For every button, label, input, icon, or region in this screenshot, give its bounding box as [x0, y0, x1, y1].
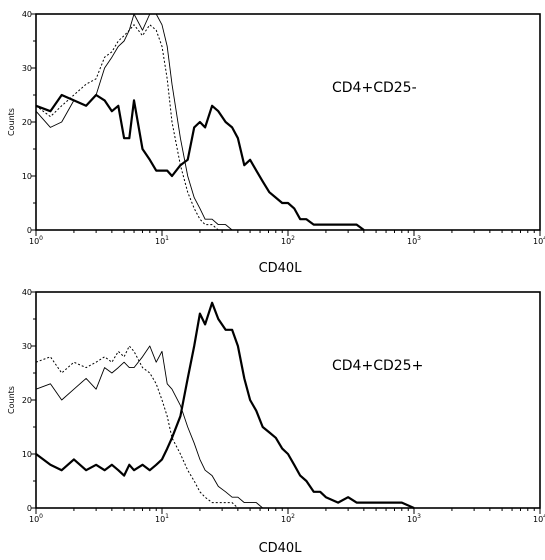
histogram-thin-line	[35, 13, 233, 231]
y-tick-label: 30	[22, 342, 32, 351]
ticks-top: 100 101 102 103 104 0 10 20 30 40	[22, 10, 545, 246]
x-axis-label-bottom: CD40L	[259, 541, 303, 556]
panel-bottom: CD4+CD25+ CD40L Counts 10010110210310401…	[7, 288, 545, 556]
ticks-bottom: 100 101 102 103 104 0 10 20 30 40	[22, 288, 545, 524]
series-bottom	[35, 301, 415, 510]
y-tick-label: 40	[22, 288, 32, 297]
y-tick-label: 0	[27, 504, 32, 513]
panel-top: CD4+CD25- CD40L Counts 10010110210310401…	[7, 10, 545, 276]
plot-frame-top	[35, 13, 541, 231]
y-tick-label: 10	[22, 172, 32, 181]
x-tick-label: 103	[407, 235, 421, 246]
histogram-dotted-line	[35, 24, 219, 231]
y-tick-label: 10	[22, 450, 32, 459]
x-tick-label: 103	[407, 513, 421, 524]
x-tick-label: 101	[155, 235, 169, 246]
panel-label-bottom: CD4+CD25+	[332, 358, 423, 374]
x-tick-label: 104	[533, 235, 545, 246]
histogram-thin-line	[35, 345, 263, 509]
y-tick-label: 40	[22, 10, 32, 19]
y-tick-label: 20	[22, 396, 32, 405]
y-axis-label-top: Counts	[7, 108, 16, 136]
x-axis-label-top: CD40L	[259, 261, 303, 276]
x-tick-label: 102	[281, 513, 295, 524]
panel-label-top: CD4+CD25-	[332, 80, 417, 96]
x-tick-label: 104	[533, 513, 545, 524]
y-tick-label: 30	[22, 64, 32, 73]
x-tick-label: 102	[281, 235, 295, 246]
histogram-thick-line	[35, 301, 415, 510]
x-tick-label: 100	[29, 235, 43, 246]
plot-frame-bottom	[35, 291, 541, 509]
series-top	[35, 13, 365, 231]
histogram-thick-line	[35, 93, 365, 231]
y-axis-label-bottom: Counts	[7, 386, 16, 414]
y-tick-label: 0	[27, 226, 32, 235]
histogram-dotted-line	[35, 345, 239, 509]
x-tick-label: 101	[155, 513, 169, 524]
x-tick-label: 100	[29, 513, 43, 524]
y-tick-label: 20	[22, 118, 32, 127]
